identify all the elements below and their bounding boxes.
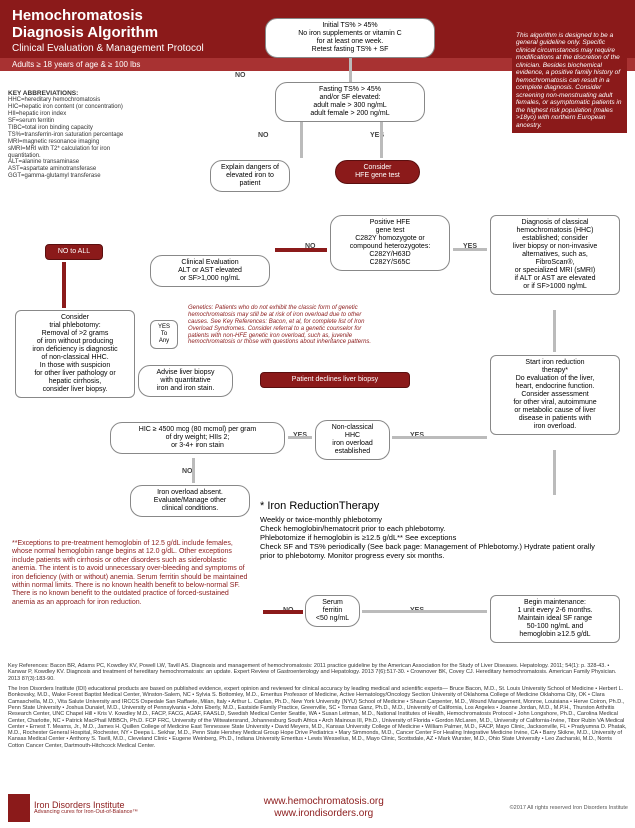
abbrev-9: AST=aspartate aminotransferase	[8, 166, 138, 173]
box-declines: Patient declines liver biopsy	[260, 372, 410, 388]
abbreviations: KEY ABBREVIATIONS: HHC=hereditary hemoch…	[8, 90, 138, 180]
box-absent: Iron overload absent.Evaluate/Manage oth…	[130, 485, 250, 517]
logo: Iron Disorders Institute Advancing cures…	[8, 794, 138, 822]
iron-reduction-therapy: * Iron ReductionTherapy Weekly or twice-…	[260, 500, 600, 560]
arrow	[288, 436, 312, 439]
label-notoall: NO to ALL	[45, 244, 103, 260]
box-hfe: ConsiderHFE gene test	[335, 160, 420, 184]
arrow-red	[62, 262, 66, 308]
abbrev-title: KEY ABBREVIATIONS:	[8, 90, 138, 97]
irt-title: * Iron ReductionTherapy	[260, 500, 600, 513]
irt-body: Weekly or twice-monthly phlebotomyCheck …	[260, 515, 600, 560]
abbrev-10: GGT=gamma-glutamyl transferase	[8, 173, 138, 180]
abbrev-6: MRI=magnetic resonance imaging	[8, 139, 138, 146]
exceptions: **Exceptions to pre-treatment hemoglobin…	[12, 540, 252, 607]
abbrev-4: TIBC=total iron binding capacity	[8, 125, 138, 132]
abbrev-2: HII=hepatic iron index	[8, 111, 138, 118]
box-startirt: Start iron reductiontherapy*Do evaluatio…	[490, 355, 620, 435]
abbrev-1: HIC=hepatic iron content (or concentrati…	[8, 104, 138, 111]
org-tag: Advancing cures for Iron-Out-of-Balance™	[34, 810, 138, 816]
link2[interactable]: www.irondisorders.org	[264, 808, 384, 820]
genetics-note: Genetics: Patients who do not exhibit th…	[188, 305, 378, 346]
abbrev-7: sMRI=MRI with T2* calculation for iron q…	[8, 146, 138, 160]
box-maint: Begin maintenance:1 unit every 2-6 month…	[490, 595, 620, 643]
label-yesany: YESToAny	[150, 320, 178, 349]
footer-links: www.hemochromatosis.org www.irondisorder…	[264, 796, 384, 820]
logo-text: Iron Disorders Institute Advancing cures…	[34, 801, 138, 816]
arrow	[349, 58, 352, 82]
box-hic: HIC ≥ 4500 mcg (80 mcmol) per gramof dry…	[110, 422, 285, 454]
key-references: Key References: Bacon BR, Adams PC, Kowd…	[8, 663, 628, 682]
lbl-no-1: NO	[235, 72, 246, 79]
box-sf50: Serumferritin<50 ng/mL	[305, 595, 360, 627]
arrow-red	[275, 248, 327, 252]
disclaimer: The Iron Disorders Institute (IDI) educa…	[8, 686, 628, 749]
box-biopsy: Advise liver biopsywith quantitativeiron…	[138, 365, 233, 397]
abbrev-0: HHC=hereditary hemochromatosis	[8, 97, 138, 104]
box-dxhhc: Diagnosis of classicalhemochromatosis (H…	[490, 215, 620, 295]
box-nonclassical: Non-classicalHHCiron overloadestablished	[315, 420, 390, 460]
guideline-box: This algorithm is designed to be a gener…	[512, 28, 627, 133]
abbrev-3: SF=serum ferritin	[8, 118, 138, 125]
arrow	[553, 310, 556, 352]
abbrev-5: TS%=transferrin-iron saturation percenta…	[8, 132, 138, 139]
arrow	[380, 122, 383, 158]
lbl-no-4: NO	[182, 468, 193, 475]
arrow	[300, 122, 303, 158]
box-fasting: Fasting TS% > 45%and/or SF elevated:adul…	[275, 82, 425, 122]
lbl-no-2: NO	[258, 132, 269, 139]
box-hfepositive: Positive HFEgene testC282Y homozygote or…	[330, 215, 450, 271]
arrow	[362, 610, 487, 613]
footer: Iron Disorders Institute Advancing cures…	[8, 794, 628, 822]
logo-icon	[8, 794, 30, 822]
abbrev-8: ALT=alanine transaminase	[8, 159, 138, 166]
copyright: ©2017 All rights reserved Iron Disorders…	[510, 805, 628, 811]
link1[interactable]: www.hemochromatosis.org	[264, 796, 384, 808]
arrow	[392, 436, 487, 439]
arrow	[453, 248, 487, 251]
box-clineval: Clinical EvaluationALT or AST elevatedor…	[150, 255, 270, 287]
box-initial: Initial TS% > 45%No iron supplements or …	[265, 18, 435, 58]
box-trial: Considertrial phlebotomy:Removal of >2 g…	[15, 310, 135, 398]
arrow	[192, 458, 195, 483]
box-explain: Explain dangers ofelevated iron topatien…	[210, 160, 290, 192]
arrow-red	[263, 610, 303, 614]
arrow	[553, 450, 556, 495]
references: Key References: Bacon BR, Adams PC, Kowd…	[8, 663, 628, 749]
